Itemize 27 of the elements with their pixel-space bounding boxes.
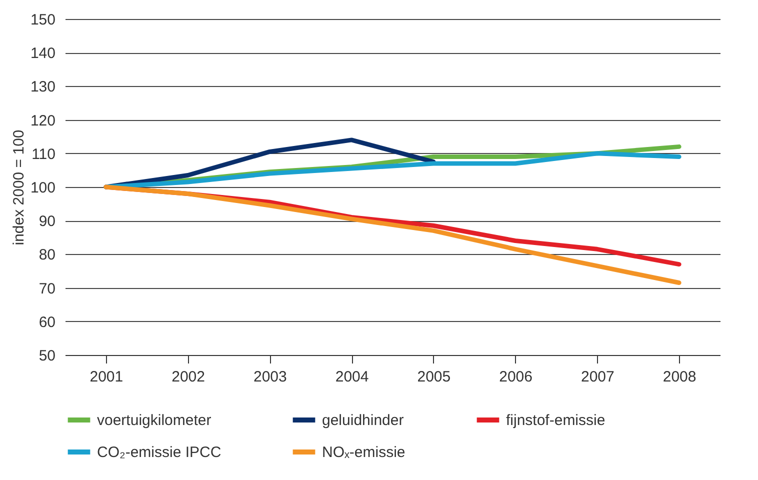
legend-label: fijnstof-emissie xyxy=(506,412,606,429)
legend-label: CO₂-emissie IPCC xyxy=(97,444,222,461)
x-tick-label: 2005 xyxy=(417,368,451,386)
x-tick-label: 2002 xyxy=(172,368,205,386)
y-tick-label: 120 xyxy=(30,112,56,130)
y-tick-label: 90 xyxy=(38,213,56,230)
line-series xyxy=(104,151,682,190)
line-series xyxy=(104,184,682,286)
x-tick-label: 2007 xyxy=(581,368,614,386)
x-tick-label: 2006 xyxy=(499,368,532,386)
y-tick-label: 110 xyxy=(32,146,56,163)
legend-label: NOₓ-emissie xyxy=(322,444,406,461)
y-tick-label: 130 xyxy=(30,78,56,96)
y-tick-label: 50 xyxy=(38,348,56,364)
y-tick-label: 150 xyxy=(30,12,56,28)
y-axis-title: index 2000 = 100 xyxy=(10,130,28,246)
y-tick-label: 60 xyxy=(38,314,56,331)
x-tick-label: 2004 xyxy=(335,368,369,386)
legend-label: voertuigkilometer xyxy=(97,412,212,429)
y-tick-label: 140 xyxy=(30,45,56,62)
x-tick-label: 2003 xyxy=(254,368,287,386)
y-tick-label: 80 xyxy=(38,246,56,264)
legend-label: geluidhinder xyxy=(322,412,404,429)
x-tick-label: 2008 xyxy=(662,368,696,386)
x-tick-label: 2001 xyxy=(90,368,124,386)
y-tick-label: 70 xyxy=(38,280,56,298)
y-tick-label: 100 xyxy=(30,180,56,196)
